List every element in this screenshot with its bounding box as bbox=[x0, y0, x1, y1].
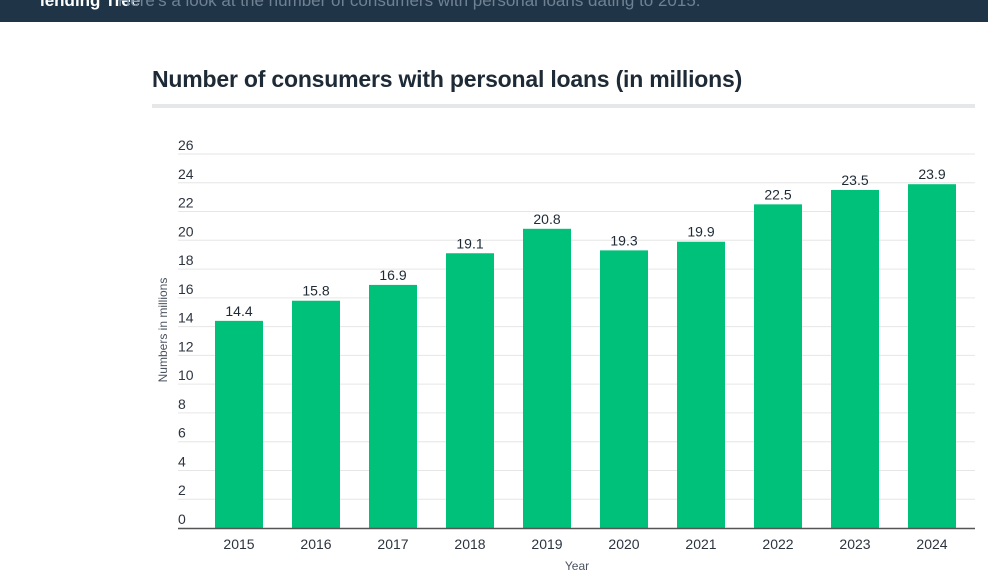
y-tick-label: 12 bbox=[178, 338, 194, 354]
data-label: 16.9 bbox=[379, 267, 406, 283]
y-tick-label: 20 bbox=[178, 223, 194, 239]
x-tick-label: 2021 bbox=[685, 536, 716, 552]
x-tick-label: 2017 bbox=[377, 536, 408, 552]
bar bbox=[908, 184, 956, 528]
bar bbox=[292, 300, 340, 528]
x-tick-label: 2019 bbox=[531, 536, 562, 552]
x-tick-label: 2024 bbox=[916, 536, 947, 552]
data-label: 20.8 bbox=[533, 211, 560, 227]
banner-label: lending Tree bbox=[40, 0, 141, 10]
x-tick-label: 2016 bbox=[300, 536, 331, 552]
x-axis-title: Year bbox=[565, 559, 589, 573]
x-tick-label: 2015 bbox=[223, 536, 254, 552]
bar bbox=[677, 241, 725, 528]
y-axis-title: Numbers in millions bbox=[156, 278, 170, 383]
title-divider bbox=[152, 104, 975, 108]
bar bbox=[446, 253, 494, 528]
y-tick-label: 26 bbox=[178, 137, 194, 153]
data-label: 19.9 bbox=[687, 224, 714, 240]
data-label: 15.8 bbox=[302, 283, 329, 299]
x-tick-label: 2018 bbox=[454, 536, 485, 552]
data-label: 22.5 bbox=[764, 186, 791, 202]
y-tick-label: 4 bbox=[178, 453, 186, 469]
banner-intro-text: Here's a look at the number of consumers… bbox=[118, 0, 701, 10]
y-tick-label: 16 bbox=[178, 281, 194, 297]
y-tick-label: 18 bbox=[178, 252, 194, 268]
data-label: 23.5 bbox=[841, 172, 868, 188]
bar bbox=[215, 320, 263, 528]
x-tick-label: 2020 bbox=[608, 536, 639, 552]
y-tick-label: 24 bbox=[178, 166, 194, 182]
bar bbox=[600, 250, 648, 528]
x-axis-ticks: 2015 2016 2017 2018 2019 2020 2021 2022 2023 2024 bbox=[223, 536, 947, 552]
data-label: 19.3 bbox=[610, 232, 637, 248]
y-tick-label: 2 bbox=[178, 482, 186, 498]
data-labels: 14.4 15.8 16.9 19.1 20.8 19.3 19.9 22.5 23.5 23.9 bbox=[225, 166, 945, 319]
chart-title: Number of consumers with personal loans … bbox=[152, 66, 743, 92]
top-banner: lending Tree Here's a look at the number… bbox=[0, 0, 988, 22]
x-tick-label: 2022 bbox=[762, 536, 793, 552]
bar bbox=[831, 189, 879, 528]
y-tick-label: 22 bbox=[178, 195, 194, 211]
y-tick-label: 10 bbox=[178, 367, 194, 383]
data-label: 19.1 bbox=[456, 235, 483, 251]
y-tick-label: 8 bbox=[178, 396, 186, 412]
x-tick-label: 2023 bbox=[839, 536, 870, 552]
y-tick-label: 14 bbox=[178, 310, 194, 326]
data-label: 23.9 bbox=[918, 166, 945, 182]
data-label: 14.4 bbox=[225, 303, 252, 319]
y-tick-label: 6 bbox=[178, 425, 186, 441]
bar bbox=[369, 284, 417, 528]
bars bbox=[215, 184, 956, 529]
bar bbox=[523, 228, 571, 529]
bar bbox=[754, 204, 802, 528]
y-tick-label: 0 bbox=[178, 511, 186, 527]
